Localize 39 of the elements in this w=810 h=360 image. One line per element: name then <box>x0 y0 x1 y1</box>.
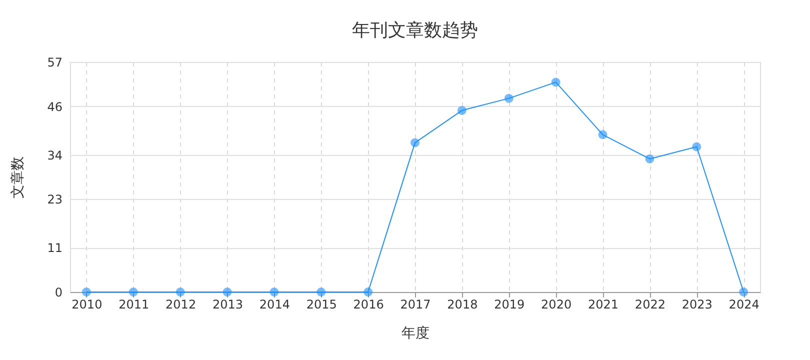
point <box>176 288 185 296</box>
x-tick-label: 2020 <box>541 298 572 312</box>
x-tick-label: 2023 <box>682 298 712 312</box>
x-tick-label: 2012 <box>166 298 196 312</box>
x-tick-label: 2017 <box>400 298 431 312</box>
point <box>457 106 466 115</box>
x-tick-label: 2013 <box>212 298 244 312</box>
y-tick-label: 11 <box>47 241 62 256</box>
x-tick-label: 2016 <box>353 298 384 312</box>
y-tick-label: 0 <box>54 286 62 300</box>
point <box>128 288 138 296</box>
x-tick-label: 2019 <box>494 298 525 312</box>
x-tick-label: 2021 <box>588 298 619 312</box>
point <box>222 288 232 296</box>
x-tick-label: 2010 <box>72 298 102 312</box>
x-tick-label: 2011 <box>118 298 150 312</box>
chart-title: 年刊文章数趋势 <box>352 20 478 41</box>
point <box>316 288 326 296</box>
point <box>270 288 279 296</box>
point <box>551 78 560 87</box>
x-tick-label: 2022 <box>634 298 666 312</box>
y-tick-label: 57 <box>47 56 62 70</box>
y-tick-label: 23 <box>47 192 62 207</box>
y-axis-title: 文章数 <box>10 156 26 198</box>
y-tick-label: 34 <box>47 148 62 162</box>
x-tick-label: 2018 <box>447 298 478 312</box>
point <box>504 94 514 103</box>
x-tick-label: 2024 <box>728 298 760 312</box>
point <box>364 288 373 296</box>
point <box>598 130 608 140</box>
point <box>692 142 702 152</box>
y-tick-label: 46 <box>47 100 62 114</box>
point <box>82 288 91 296</box>
x-tick-label: 2015 <box>306 298 337 312</box>
x-axis-title: 年度 <box>402 326 430 342</box>
point <box>739 288 748 296</box>
x-tick-label: 2014 <box>259 298 290 312</box>
point <box>410 138 420 148</box>
point <box>645 154 654 164</box>
